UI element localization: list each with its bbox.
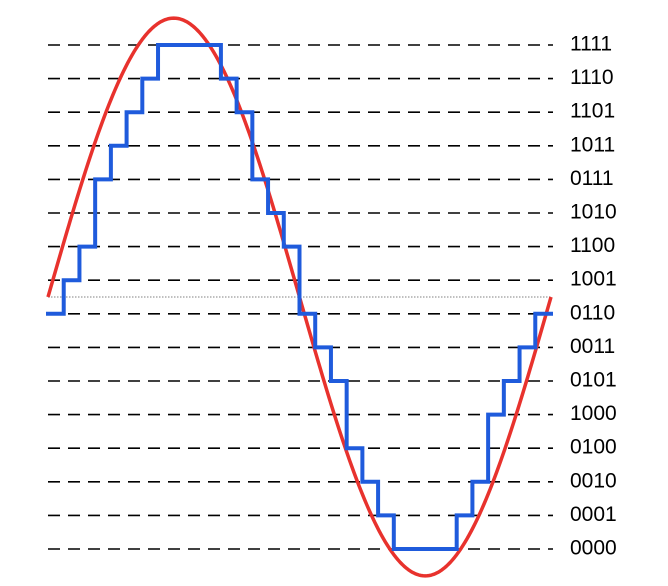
level-label-0111: 0111 <box>570 167 614 190</box>
level-label-0011: 0011 <box>570 335 615 358</box>
level-label-1010: 1010 <box>570 201 617 224</box>
level-label-1101: 1101 <box>570 100 615 123</box>
level-label-0101: 0101 <box>570 369 617 392</box>
level-label-0000: 0000 <box>570 537 617 560</box>
level-label-0001: 0001 <box>570 503 617 526</box>
level-label-0100: 0100 <box>570 436 617 459</box>
level-label-1111: 1111 <box>570 33 612 56</box>
level-code-labels: 1111 1110 1101 1011 0111 1010 1100 1001 0110 0011… <box>570 33 617 560</box>
level-label-0010: 0010 <box>570 469 617 492</box>
level-label-0110: 0110 <box>570 301 615 324</box>
level-label-1011: 1011 <box>570 133 615 156</box>
quantized-step-signal <box>46 43 553 551</box>
level-label-1110: 1110 <box>570 66 614 89</box>
level-label-1001: 1001 <box>570 268 617 291</box>
level-label-1100: 1100 <box>570 234 615 257</box>
level-label-1000: 1000 <box>570 402 617 425</box>
